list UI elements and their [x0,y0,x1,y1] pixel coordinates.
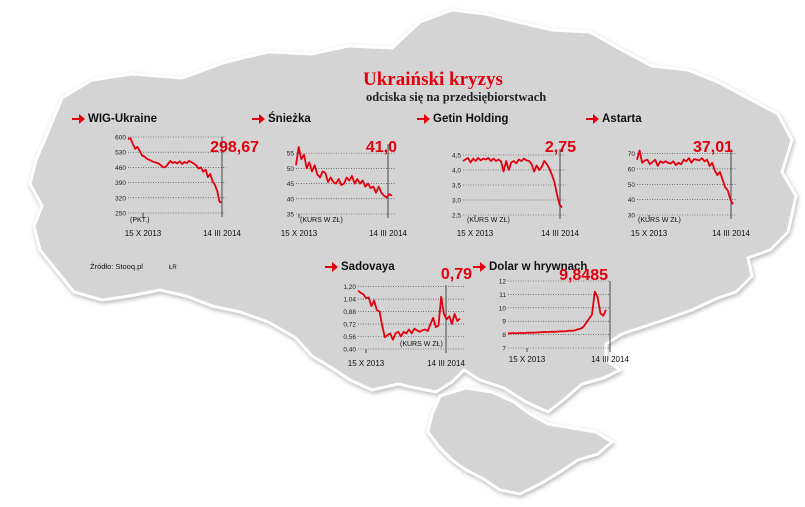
y-tick-label: 70 [628,151,636,158]
y-tick-label: 0,72 [343,322,356,329]
y-tick-label: 10 [499,305,507,312]
y-tick-label: 55 [287,151,295,158]
x-tick-label: 14 III 2014 [203,229,241,238]
chart-title: Śnieżka [268,112,311,125]
y-tick-label: 0,88 [343,309,356,316]
last-value-label: 298,67 [210,139,259,156]
arrow-icon [586,114,599,124]
y-tick-label: 50 [628,182,636,189]
y-tick-label: 1,20 [343,284,356,291]
chart-title: Sadovaya [341,261,395,273]
y-tick-label: 7 [502,346,506,353]
chart-title: Astarta [602,113,642,125]
y-tick-label: 320 [115,195,126,202]
series-line [295,146,393,199]
y-tick-label: 4,5 [452,153,461,160]
y-tick-label: 3,5 [452,183,461,190]
y-tick-label: 12 [499,279,507,286]
x-tick-label: 14 III 2014 [591,355,629,364]
series-line [508,290,607,335]
chart-3: Getin Holding 4,5 4,0 3,5 3,0 2,5 15 X 2013 14 … [417,113,579,238]
last-value-label: 9,8485 [559,267,608,284]
y-tick-label: 45 [287,181,295,188]
chart-2: Śnieżka 55 50 45 40 35 15 X 2013 14 III 2014 (KU… [252,112,407,238]
chart-1: WIG-Ukraine 600 530 460 390 320 250 15 X 2013 14… [72,113,259,238]
x-tick-label: 15 X 2013 [348,359,385,368]
chart-title: Dolar w hrywnach [489,261,587,273]
series-line [636,149,734,205]
chart-title: Getin Holding [433,113,508,125]
x-tick-label: 14 III 2014 [541,229,579,238]
last-value-label: 37,01 [693,139,733,156]
unit-label: (KURS W ZŁ) [300,217,343,224]
y-tick-label: 1,04 [343,297,356,304]
series-line [357,289,461,341]
crimea-shape [426,386,615,496]
arrow-icon [473,262,486,272]
source-credit: Źródło: Stooq.pl [90,262,143,271]
y-tick-label: 2,5 [452,213,461,220]
unit-label: (KURS W ZŁ) [638,217,681,224]
x-tick-label: 15 X 2013 [509,355,546,364]
y-tick-label: 3,0 [452,198,461,205]
x-tick-label: 14 III 2014 [369,229,407,238]
chart-6: Dolar w hrywnach 12 11 10 9 8 715 X 2013 14 III… [473,261,629,364]
chart-title: WIG-Ukraine [88,113,157,125]
y-tick-label: 530 [115,150,126,157]
y-tick-label: 60 [628,166,636,173]
series-line [127,137,223,204]
y-tick-label: 35 [287,212,295,219]
y-tick-label: 0,56 [343,334,356,341]
y-tick-label: 250 [115,211,126,218]
chart-4: Astarta 70 60 50 40 30 15 X 2013 14 III 2014 (KU… [586,113,750,238]
last-value-label: 0,79 [441,266,472,283]
arrow-icon [325,262,338,272]
y-tick-label: 390 [115,180,126,187]
y-tick-label: 0,40 [343,347,356,354]
y-tick-label: 4,0 [452,168,461,175]
y-tick-label: 30 [628,213,636,220]
y-tick-label: 40 [287,196,295,203]
author-initials: ŁR [169,265,177,271]
y-tick-label: 460 [115,165,126,172]
unit-label: (KURS W ZŁ) [467,217,510,224]
x-tick-label: 15 X 2013 [125,229,162,238]
y-tick-label: 40 [628,197,636,204]
last-value-label: 41,0 [366,139,397,156]
arrow-icon [417,114,430,124]
arrow-icon [72,114,85,124]
last-value-label: 2,75 [545,139,576,156]
chart-5: Sadovaya 1,20 1,04 0,88 0,72 0,56 0,40 15 X 201… [325,261,472,368]
x-tick-label: 15 X 2013 [631,229,668,238]
y-tick-label: 600 [115,135,126,142]
page-title: Ukraiński kryzys [363,69,503,90]
x-tick-label: 15 X 2013 [457,229,494,238]
y-tick-label: 50 [287,166,295,173]
y-tick-label: 11 [499,292,506,299]
y-tick-label: 8 [502,332,506,339]
series-line [462,157,563,209]
unit-label: (KURS W ZŁ) [400,341,443,348]
x-tick-label: 15 X 2013 [281,229,318,238]
page-subtitle: odciska się na przedsiębiorstwach [366,90,546,104]
x-tick-label: 14 III 2014 [712,229,750,238]
arrow-icon [252,114,265,124]
unit-label: (PKT.) [130,217,149,224]
x-tick-label: 14 III 2014 [427,359,465,368]
y-tick-label: 9 [502,319,506,326]
